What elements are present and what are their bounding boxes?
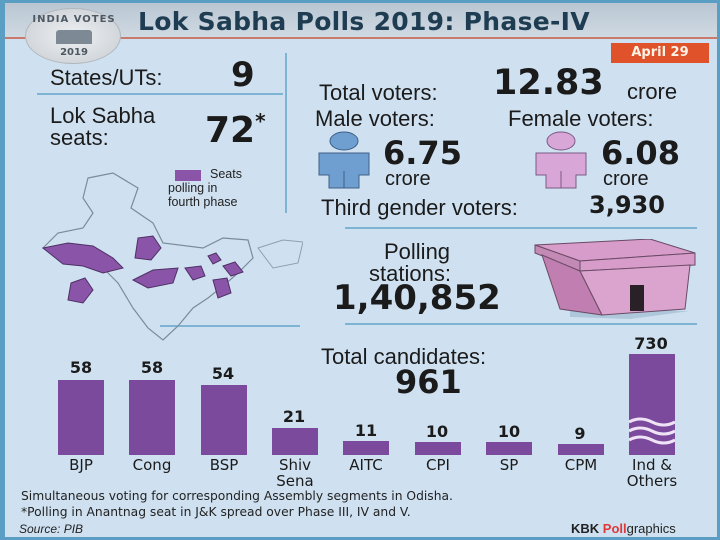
legend-line1: Seats <box>210 167 242 181</box>
india-map <box>41 172 303 341</box>
bar-shiv-sena <box>272 428 318 455</box>
bar-cong <box>129 380 175 455</box>
footnote-anantnag: *Polling in Anantnag seat in J&K spread … <box>21 505 411 519</box>
vertical-divider <box>285 53 287 213</box>
bar-value: 58 <box>69 358 93 377</box>
logo-year: 2019 <box>60 47 88 58</box>
bar-label: CPM <box>564 456 598 474</box>
legend-line2: polling in <box>168 181 218 195</box>
source-credit: Source: PIB <box>19 522 84 536</box>
states-value: 9 <box>231 55 255 95</box>
bar-label: Cong <box>132 456 172 474</box>
parliament-icon <box>56 30 92 44</box>
bar-bjp <box>58 380 104 455</box>
polling-label-line2: stations: <box>369 261 451 286</box>
bar-label: AITC <box>349 456 383 474</box>
seats-asterisk: * <box>255 109 266 133</box>
brand-kbk: KBK <box>571 521 603 536</box>
bar-value: 21 <box>282 407 306 426</box>
bar-value: 58 <box>140 358 164 377</box>
bar-label-line1: Ind & <box>632 456 672 474</box>
polling-value: 1,40,852 <box>333 278 501 318</box>
seats-label-line2: seats: <box>50 125 109 150</box>
total-voters-value: 12.83 <box>493 63 604 103</box>
bar-value: 10 <box>497 422 521 441</box>
bar-label-line1: Shiv <box>278 456 312 474</box>
brand-credit: KBK Pollgraphics <box>571 521 676 536</box>
seats-label-line1: Lok Sabha <box>50 103 156 128</box>
legend-line3: fourth phase <box>168 195 238 209</box>
female-voters-value: 6.08 <box>601 134 680 172</box>
seats-value: 72* <box>205 109 266 151</box>
map-legend-text: Seats polling in fourth phase <box>168 167 242 209</box>
bar-break-icon <box>629 417 675 445</box>
page-title: Lok Sabha Polls 2019: Phase-IV <box>138 7 590 36</box>
male-voters-value: 6.75 <box>383 134 462 172</box>
total-voters-label: Total voters: <box>319 80 438 105</box>
bar-label: CPI <box>426 456 450 474</box>
divider-map <box>160 325 300 327</box>
third-gender-label: Third gender voters: <box>321 195 518 220</box>
bar-value: 11 <box>354 421 378 440</box>
male-voters-unit: crore <box>385 168 431 190</box>
candidates-value: 961 <box>395 363 462 401</box>
bar-cpi <box>415 442 461 455</box>
bar-ind-others <box>629 354 675 455</box>
bar-label-line2: Others <box>626 472 678 490</box>
footnote-odisha: Simultaneous voting for corresponding As… <box>21 489 453 503</box>
female-voters-unit: crore <box>603 168 649 190</box>
female-voters-label: Female voters: <box>508 106 654 131</box>
bar-sp <box>486 442 532 455</box>
male-voters-label: Male voters: <box>315 106 435 131</box>
total-voters-unit: crore <box>627 79 678 104</box>
bar-cpm <box>558 444 604 455</box>
polling-label-line1: Polling <box>384 239 451 264</box>
india-votes-logo: INDIA VOTES 2019 <box>25 8 121 64</box>
third-gender-value: 3,930 <box>589 191 665 219</box>
female-voter-icon <box>535 131 587 189</box>
divider-states <box>37 93 283 95</box>
header-banner: Lok Sabha Polls 2019: Phase-IV <box>5 3 717 39</box>
male-voter-icon <box>318 131 370 189</box>
bar-bsp <box>201 385 247 455</box>
bar-label: Shiv Sena <box>260 457 330 489</box>
bar-label: BJP <box>69 456 93 474</box>
states-label: States/UTs: <box>50 65 163 90</box>
bar-value: 9 <box>574 424 586 443</box>
bar-value: 54 <box>211 364 235 383</box>
polling-station-icon <box>534 239 696 319</box>
logo-arc-text: INDIA VOTES <box>32 14 116 25</box>
bar-label: SP <box>499 456 519 474</box>
bar-value: 730 <box>634 334 668 353</box>
date-badge: April 29 <box>611 43 709 63</box>
bar-aitc <box>343 441 389 455</box>
map-legend-swatch <box>175 170 201 181</box>
brand-poll: Poll <box>602 521 627 536</box>
divider-voters <box>345 227 697 229</box>
bar-label: BSP <box>209 456 239 474</box>
brand-graphics: graphics <box>626 521 676 536</box>
divider-polling <box>345 323 697 325</box>
seats-number: 72 <box>205 110 256 151</box>
bar-value: 10 <box>425 422 449 441</box>
candidates-label: Total candidates: <box>321 344 487 369</box>
bar-label-line2: Sena <box>276 472 314 490</box>
bar-label: Ind & Others <box>617 457 687 489</box>
